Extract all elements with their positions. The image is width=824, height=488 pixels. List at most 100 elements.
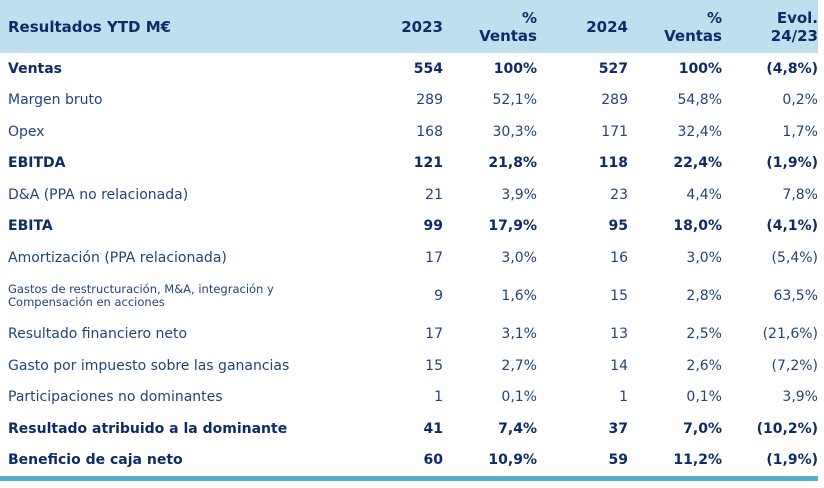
cell-pct-2023: 3,1%: [501, 326, 537, 343]
table-row: Resultado financiero neto 17 3,1% 13 2,5…: [0, 319, 818, 351]
cell-value-2023: 17: [425, 249, 443, 266]
cell-evol: 0,2%: [782, 92, 818, 109]
cell-evol: (1,9%): [766, 452, 818, 469]
cell-evol: (4,8%): [766, 60, 818, 77]
table-row: EBITDA 121 21,8% 118 22,4% (1,9%): [0, 148, 818, 180]
cell-pct-2023: 21,8%: [488, 155, 537, 172]
cell-pct-2024: 22,4%: [673, 155, 722, 172]
cell-evol: (7,2%): [771, 357, 819, 374]
cell-label: Margen bruto: [8, 92, 103, 109]
table-row: Gasto por impuesto sobre las ganancias 1…: [0, 350, 818, 382]
cell-value-2024: 14: [610, 357, 628, 374]
table-body: Ventas 554 100% 527 100% (4,8%) Margen b…: [0, 53, 818, 476]
cell-value-2024: 37: [608, 420, 628, 437]
table-row: Margen bruto 289 52,1% 289 54,8% 0,2%: [0, 85, 818, 117]
table-row: Opex 168 30,3% 171 32,4% 1,7%: [0, 116, 818, 148]
cell-value-2023: 21: [425, 186, 443, 203]
cell-label: Resultado atribuido a la dominante: [8, 420, 288, 437]
cell-pct-2024: 18,0%: [673, 218, 722, 235]
cell-pct-2023: 1,6%: [501, 288, 537, 304]
cell-pct-2024: 7,0%: [683, 420, 722, 437]
cell-value-2024: 527: [598, 60, 628, 77]
cell-pct-2023: 100%: [493, 60, 537, 77]
cell-label: Gasto por impuesto sobre las ganancias: [8, 357, 290, 374]
table-row: Ventas 554 100% 527 100% (4,8%): [0, 53, 818, 85]
cell-value-2023: 15: [425, 357, 443, 374]
header-cell-2023: 2023: [401, 17, 443, 36]
cell-value-2023: 9: [434, 288, 443, 304]
cell-value-2023: 60: [423, 452, 443, 469]
cell-value-2024: 15: [610, 288, 628, 304]
cell-value-2024: 171: [601, 123, 628, 140]
cell-evol: 1,7%: [782, 123, 818, 140]
cell-pct-2023: 52,1%: [492, 92, 537, 109]
cell-label: Beneficio de caja neto: [8, 452, 183, 469]
cell-pct-2024: 54,8%: [677, 92, 722, 109]
cell-pct-2024: 3,0%: [686, 249, 722, 266]
cell-pct-2023: 2,7%: [501, 357, 537, 374]
bottom-rule: [0, 476, 818, 481]
cell-evol: 63,5%: [773, 288, 818, 304]
cell-value-2023: 17: [425, 326, 443, 343]
cell-label: D&A (PPA no relacionada): [8, 186, 189, 203]
table-header: Resultados YTD M€ 2023 % Ventas 2024 % V…: [0, 0, 818, 53]
header-cell-pct-ventas-2024: % Ventas: [664, 8, 722, 45]
cell-pct-2024: 2,8%: [686, 288, 722, 304]
cell-value-2023: 289: [416, 92, 443, 109]
cell-value-2024: 59: [608, 452, 628, 469]
cell-value-2024: 118: [598, 155, 628, 172]
cell-pct-2024: 2,5%: [686, 326, 722, 343]
header-cell-pct-ventas-2023: % Ventas: [479, 8, 537, 45]
header-cell-2024: 2024: [586, 17, 628, 36]
header-cell-title: Resultados YTD M€: [8, 17, 172, 36]
cell-evol: (1,9%): [766, 155, 818, 172]
cell-pct-2023: 0,1%: [501, 389, 537, 406]
cell-value-2023: 41: [423, 420, 443, 437]
cell-pct-2023: 3,0%: [501, 249, 537, 266]
results-table: Resultados YTD M€ 2023 % Ventas 2024 % V…: [0, 0, 818, 481]
cell-value-2023: 554: [413, 60, 443, 77]
cell-evol: (4,1%): [766, 218, 818, 235]
cell-value-2023: 121: [413, 155, 443, 172]
cell-pct-2023: 7,4%: [498, 420, 537, 437]
cell-evol: (10,2%): [756, 420, 818, 437]
cell-pct-2024: 11,2%: [673, 452, 722, 469]
cell-evol: (21,6%): [762, 326, 818, 343]
cell-label: Amortización (PPA relacionada): [8, 249, 227, 266]
cell-value-2023: 1: [434, 389, 443, 406]
cell-value-2024: 289: [601, 92, 628, 109]
header-cell-evol: Evol. 24/23: [770, 8, 818, 45]
table-row: D&A (PPA no relacionada) 21 3,9% 23 4,4%…: [0, 179, 818, 211]
cell-value-2024: 16: [610, 249, 628, 266]
cell-evol: 7,8%: [782, 186, 818, 203]
cell-label: EBITA: [8, 218, 53, 235]
cell-pct-2024: 0,1%: [686, 389, 722, 406]
cell-pct-2024: 32,4%: [677, 123, 722, 140]
cell-pct-2023: 3,9%: [501, 186, 537, 203]
cell-pct-2024: 4,4%: [686, 186, 722, 203]
table-row: Resultado atribuido a la dominante 41 7,…: [0, 413, 818, 445]
cell-label: Opex: [8, 123, 45, 140]
cell-value-2024: 13: [610, 326, 628, 343]
cell-label: Participaciones no dominantes: [8, 389, 223, 406]
cell-value-2024: 1: [619, 389, 628, 406]
cell-evol: 3,9%: [782, 389, 818, 406]
table-row: Beneficio de caja neto 60 10,9% 59 11,2%…: [0, 445, 818, 477]
cell-evol: (5,4%): [771, 249, 819, 266]
cell-value-2023: 99: [423, 218, 443, 235]
table-row: Participaciones no dominantes 1 0,1% 1 0…: [0, 382, 818, 414]
cell-pct-2024: 2,6%: [686, 357, 722, 374]
cell-label: EBITDA: [8, 155, 66, 172]
cell-pct-2023: 30,3%: [492, 123, 537, 140]
cell-value-2023: 168: [416, 123, 443, 140]
cell-label: Resultado financiero neto: [8, 326, 188, 343]
cell-pct-2024: 100%: [678, 60, 722, 77]
cell-value-2024: 23: [610, 186, 628, 203]
cell-label: Gastos de restructuración, M&A, integrac…: [8, 281, 274, 309]
cell-value-2024: 95: [608, 218, 628, 235]
table-row: Amortización (PPA relacionada) 17 3,0% 1…: [0, 242, 818, 274]
table-row: Gastos de restructuración, M&A, integrac…: [0, 274, 818, 319]
cell-pct-2023: 10,9%: [488, 452, 537, 469]
cell-label: Ventas: [8, 60, 63, 77]
cell-pct-2023: 17,9%: [488, 218, 537, 235]
